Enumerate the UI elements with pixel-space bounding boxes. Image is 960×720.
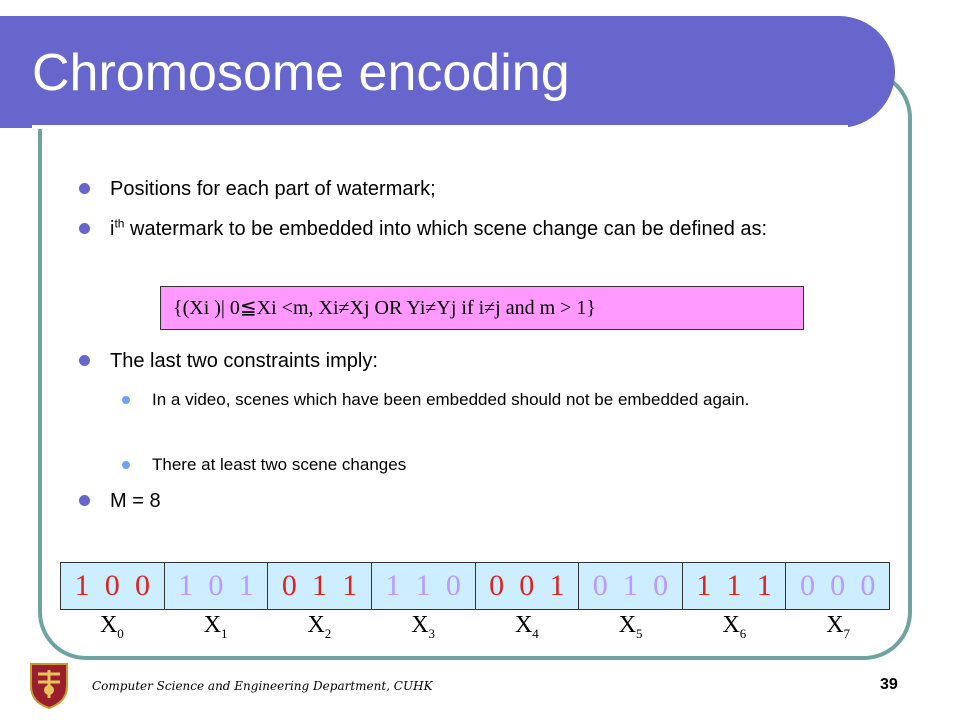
bit: 1 [415,569,431,602]
slide-title: Chromosome encoding [32,44,570,102]
formula-box: {(Xi )| 0≦Xi <m, Xi≠Xj OR Yi≠Yj if i≠j a… [160,286,804,330]
gene-label-x2: X2 [268,612,372,652]
bullet-definition-text: watermark to be embedded into which scen… [124,218,768,240]
bit: 1 [312,569,328,602]
gene-label-index: 5 [636,625,643,641]
gene-label-x5: X5 [579,612,683,652]
title-bar [0,16,895,128]
bit: 0 [281,569,297,602]
bit: 0 [135,569,150,602]
sub-bullet-two-scene-changes: There at least two scene changes [122,449,802,480]
gene-label-letter: X [722,612,740,638]
bullet-definition: ith watermark to be embedded into which … [79,214,870,244]
chromosome-gene-labels: X0 X1 X2 X3 X4 X5 X6 X7 [60,612,890,652]
gene-label-index: 7 [843,625,851,641]
bit: 0 [799,569,815,602]
bit: 1 [74,569,90,602]
gene-label-index: 4 [532,625,539,641]
gene-label-x4: X4 [475,612,579,652]
sub-bullet-not-reembedded: In a video, scenes which have been embed… [122,384,802,415]
bit: 0 [653,569,669,602]
bit: 0 [208,569,224,602]
bit: 1 [696,569,712,602]
gene-label-x7: X7 [786,612,890,652]
bit: 1 [726,569,742,602]
page-number: 39 [880,676,898,693]
bit: 1 [756,569,772,602]
bit: 1 [549,569,565,602]
bit: 0 [519,569,535,602]
bit: 0 [104,569,120,602]
bullet-definition-sup: th [114,216,125,231]
gene-label-letter: X [99,612,118,638]
gene-label-x3: X3 [371,612,475,652]
bit: 0 [592,569,608,602]
bit: 1 [385,569,401,602]
gene-label-index: 1 [221,625,228,641]
gene-label-index: 3 [428,625,436,641]
bit: 0 [830,569,846,602]
gene-label-index: 2 [324,625,332,641]
bullet-positions: Positions for each part of watermark; [79,174,870,204]
bullet-definition-i: i [110,218,115,240]
bit: 0 [489,569,505,602]
title-underline [32,125,848,129]
bullet-constraints: The last two constraints imply: [79,346,870,376]
gene-label-letter: X [307,612,325,638]
gene-label-letter: X [203,612,222,638]
bullet-m-equals: M = 8 [79,486,870,516]
bit: 1 [178,569,194,602]
cuhk-crest-icon [30,663,68,710]
gene-label-x6: X6 [683,612,787,652]
gene-label-letter: X [618,612,637,638]
gene-label-index: 6 [739,625,747,641]
gene-label-letter: X [514,612,533,638]
gene-label-letter: X [411,612,429,638]
gene-label-x0: X0 [60,612,164,652]
bit: 1 [342,569,358,602]
bit: 1 [622,569,638,602]
footer-department: Computer Science and Engineering Departm… [92,679,433,693]
bit: 1 [238,569,254,602]
gene-label-x1: X1 [164,612,268,652]
bit: 0 [445,569,461,602]
gene-label-index: 0 [117,625,124,641]
bit: 0 [860,569,876,602]
gene-label-letter: X [826,612,844,638]
